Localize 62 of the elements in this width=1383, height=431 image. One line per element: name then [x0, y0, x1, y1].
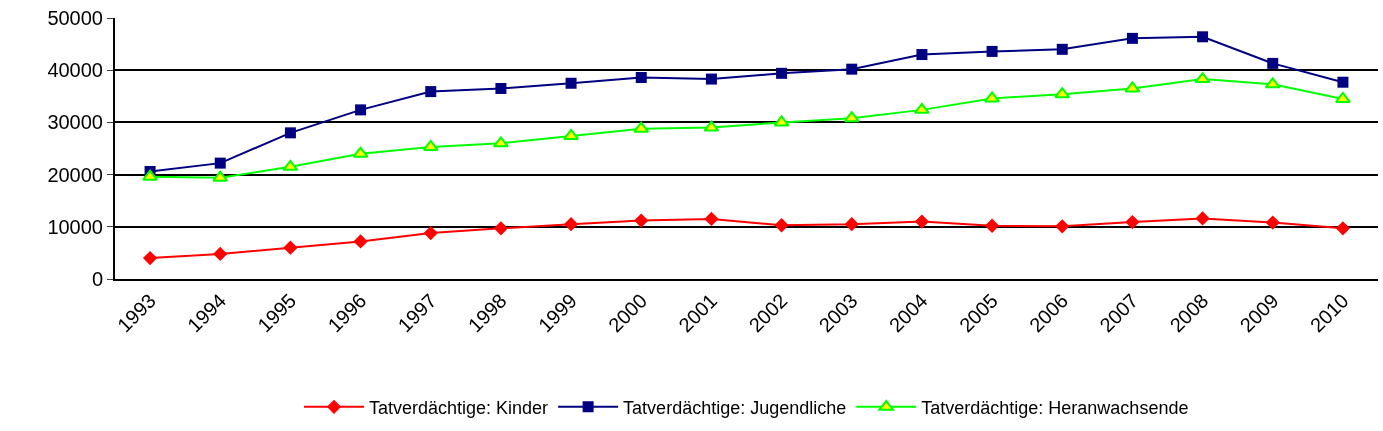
point	[846, 63, 858, 75]
point	[634, 213, 649, 228]
point	[986, 45, 998, 57]
point	[1126, 32, 1138, 44]
point	[425, 86, 437, 98]
point	[704, 211, 719, 227]
point	[492, 136, 509, 148]
y-tick-label: 40000	[47, 59, 103, 82]
point	[353, 234, 368, 249]
legend-label: Tatverdächtige: Jugendliche	[623, 397, 847, 418]
point	[1197, 31, 1209, 43]
point	[142, 250, 158, 266]
point	[565, 77, 577, 89]
legend-label: Tatverdächtige: Kinder	[369, 397, 549, 418]
point	[284, 127, 296, 139]
point	[495, 82, 507, 94]
point	[844, 217, 859, 232]
point	[984, 218, 1000, 233]
point	[633, 121, 650, 133]
point	[1056, 43, 1068, 55]
point	[213, 246, 228, 262]
point	[1337, 76, 1349, 88]
point	[142, 169, 159, 181]
point	[1335, 221, 1351, 236]
point	[1195, 211, 1210, 226]
point	[635, 72, 647, 84]
point	[776, 67, 788, 79]
point	[1194, 72, 1211, 84]
legend-label: Tatverdächtige: Heranwachsende	[921, 397, 1189, 418]
point	[705, 73, 717, 85]
point	[214, 157, 226, 169]
point	[1054, 87, 1071, 99]
point	[1334, 91, 1351, 103]
point	[355, 104, 367, 116]
point	[1265, 215, 1280, 230]
y-tick-label: 10000	[47, 215, 103, 238]
y-tick-label: 0	[91, 268, 103, 290]
point	[283, 240, 298, 255]
y-tick-label: 20000	[47, 163, 103, 186]
point	[1125, 214, 1140, 230]
point	[916, 49, 928, 61]
point	[212, 170, 229, 182]
point	[422, 139, 439, 151]
point	[914, 214, 930, 229]
point	[282, 159, 299, 171]
point	[1124, 81, 1141, 93]
point	[913, 102, 930, 114]
point	[1055, 219, 1070, 234]
point	[352, 146, 369, 158]
point	[563, 217, 579, 232]
y-tick-label: 50000	[47, 7, 103, 29]
y-tick-label: 30000	[47, 111, 103, 134]
point	[984, 91, 1001, 103]
point	[1267, 57, 1279, 69]
point	[563, 128, 580, 140]
point	[843, 111, 860, 123]
point	[493, 221, 509, 236]
point	[773, 115, 790, 127]
point	[774, 218, 789, 233]
point	[423, 225, 438, 241]
point	[703, 120, 720, 132]
point	[1264, 77, 1281, 89]
